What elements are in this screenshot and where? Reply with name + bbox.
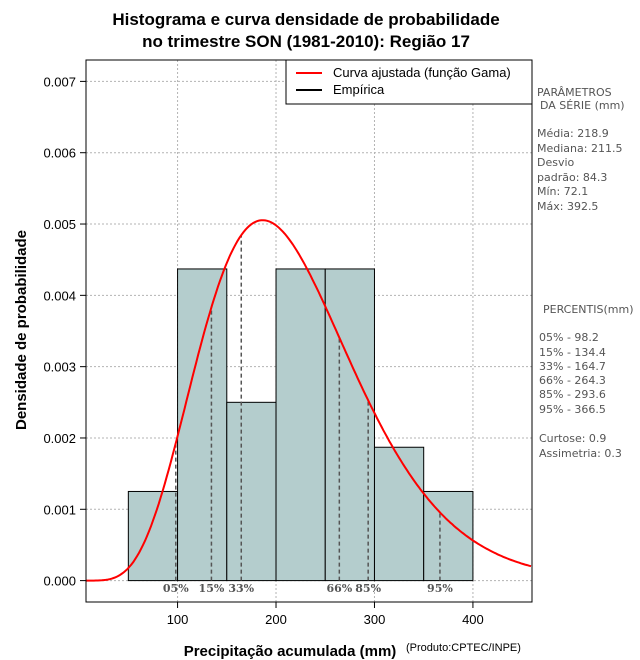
y-tick-label: 0.000 bbox=[43, 574, 76, 589]
legend-label-empirical: Empírica bbox=[333, 82, 385, 97]
parameter-sd-label: Desvio bbox=[537, 156, 575, 169]
kurtosis: Curtose: 0.9 bbox=[539, 432, 606, 445]
histogram-bar bbox=[127, 490, 179, 582]
percentil-05: 05% - 98.2 bbox=[539, 331, 599, 344]
skewness: Assimetria: 0.3 bbox=[539, 447, 622, 460]
histogram-bar bbox=[177, 268, 228, 582]
axes: 100 200 300 400 0.000 0.001 0.002 0.003 0.004 0.0… bbox=[43, 74, 483, 627]
y-axis-label: Densidade de probabilidade bbox=[13, 230, 30, 430]
parameter-mean: Média: 218.9 bbox=[537, 127, 609, 140]
parameter-sd-value: padrão: 84.3 bbox=[537, 171, 607, 184]
percentil-85: 85% - 293.6 bbox=[539, 388, 606, 401]
histogram-bar bbox=[275, 268, 326, 582]
y-tick-label: 0.005 bbox=[43, 217, 76, 232]
legend-label-curve: Curva ajustada (função Gama) bbox=[333, 65, 511, 80]
percentile-label: 33% bbox=[228, 582, 254, 595]
y-tick-label: 0.002 bbox=[43, 431, 76, 446]
percentile-label: 15% bbox=[199, 582, 225, 595]
parameter-max: Máx: 392.5 bbox=[537, 200, 598, 213]
y-tick-label: 0.006 bbox=[43, 146, 76, 161]
x-tick-label: 300 bbox=[364, 612, 386, 627]
y-tick-label: 0.007 bbox=[43, 74, 76, 89]
percentile-label: 05% bbox=[163, 582, 189, 595]
x-tick-label: 200 bbox=[265, 612, 287, 627]
chart-title-line-1: Histograma e curva densidade de probabil… bbox=[112, 10, 499, 29]
legend-box bbox=[285, 59, 533, 105]
percentil-95: 95% - 366.5 bbox=[539, 403, 606, 416]
percentil-66: 66% - 264.3 bbox=[539, 374, 606, 387]
percentile-markers: 05% 15% 33% 66% 85% 95% bbox=[163, 235, 453, 595]
histogram-bar bbox=[226, 401, 277, 582]
histogram-bar bbox=[423, 490, 474, 582]
parameter-min: Mín: 72.1 bbox=[537, 185, 588, 198]
gamma-curve bbox=[86, 219, 532, 582]
histogram-bars bbox=[127, 268, 474, 582]
y-tick-label: 0.003 bbox=[43, 360, 76, 375]
percentis-heading: PERCENTIS(mm) bbox=[543, 303, 634, 316]
percentile-label: 95% bbox=[427, 582, 453, 595]
legend: Curva ajustada (função Gama) Empírica bbox=[285, 59, 533, 105]
parameters-heading-1: PARÂMETROS bbox=[537, 86, 612, 99]
parameter-median: Mediana: 211.5 bbox=[537, 142, 622, 155]
parameters-heading-2: DA SÉRIE (mm) bbox=[540, 99, 625, 112]
histogram-bar bbox=[373, 446, 425, 582]
y-tick-label: 0.001 bbox=[43, 502, 76, 517]
x-axis-label: Precipitação acumulada (mm) bbox=[184, 643, 397, 660]
y-tick-label: 0.004 bbox=[43, 288, 76, 303]
percentil-15: 15% - 134.4 bbox=[539, 346, 606, 359]
percentil-33: 33% - 164.7 bbox=[539, 360, 606, 373]
credit-label: (Produto:CPTEC/INPE) bbox=[406, 642, 521, 654]
x-tick-label: 400 bbox=[462, 612, 484, 627]
percentis-panel: PERCENTIS(mm) 05% - 98.2 15% - 134.4 33%… bbox=[539, 303, 634, 460]
histogram-bar bbox=[324, 268, 375, 582]
percentile-label: 66% bbox=[326, 582, 352, 595]
parameters-panel: PARÂMETROS DA SÉRIE (mm) Média: 218.9 Me… bbox=[537, 86, 625, 213]
x-tick-label: 100 bbox=[167, 612, 189, 627]
percentile-label: 85% bbox=[355, 582, 381, 595]
chart-title-line-2: no trimestre SON (1981-2010): Região 17 bbox=[142, 32, 470, 51]
